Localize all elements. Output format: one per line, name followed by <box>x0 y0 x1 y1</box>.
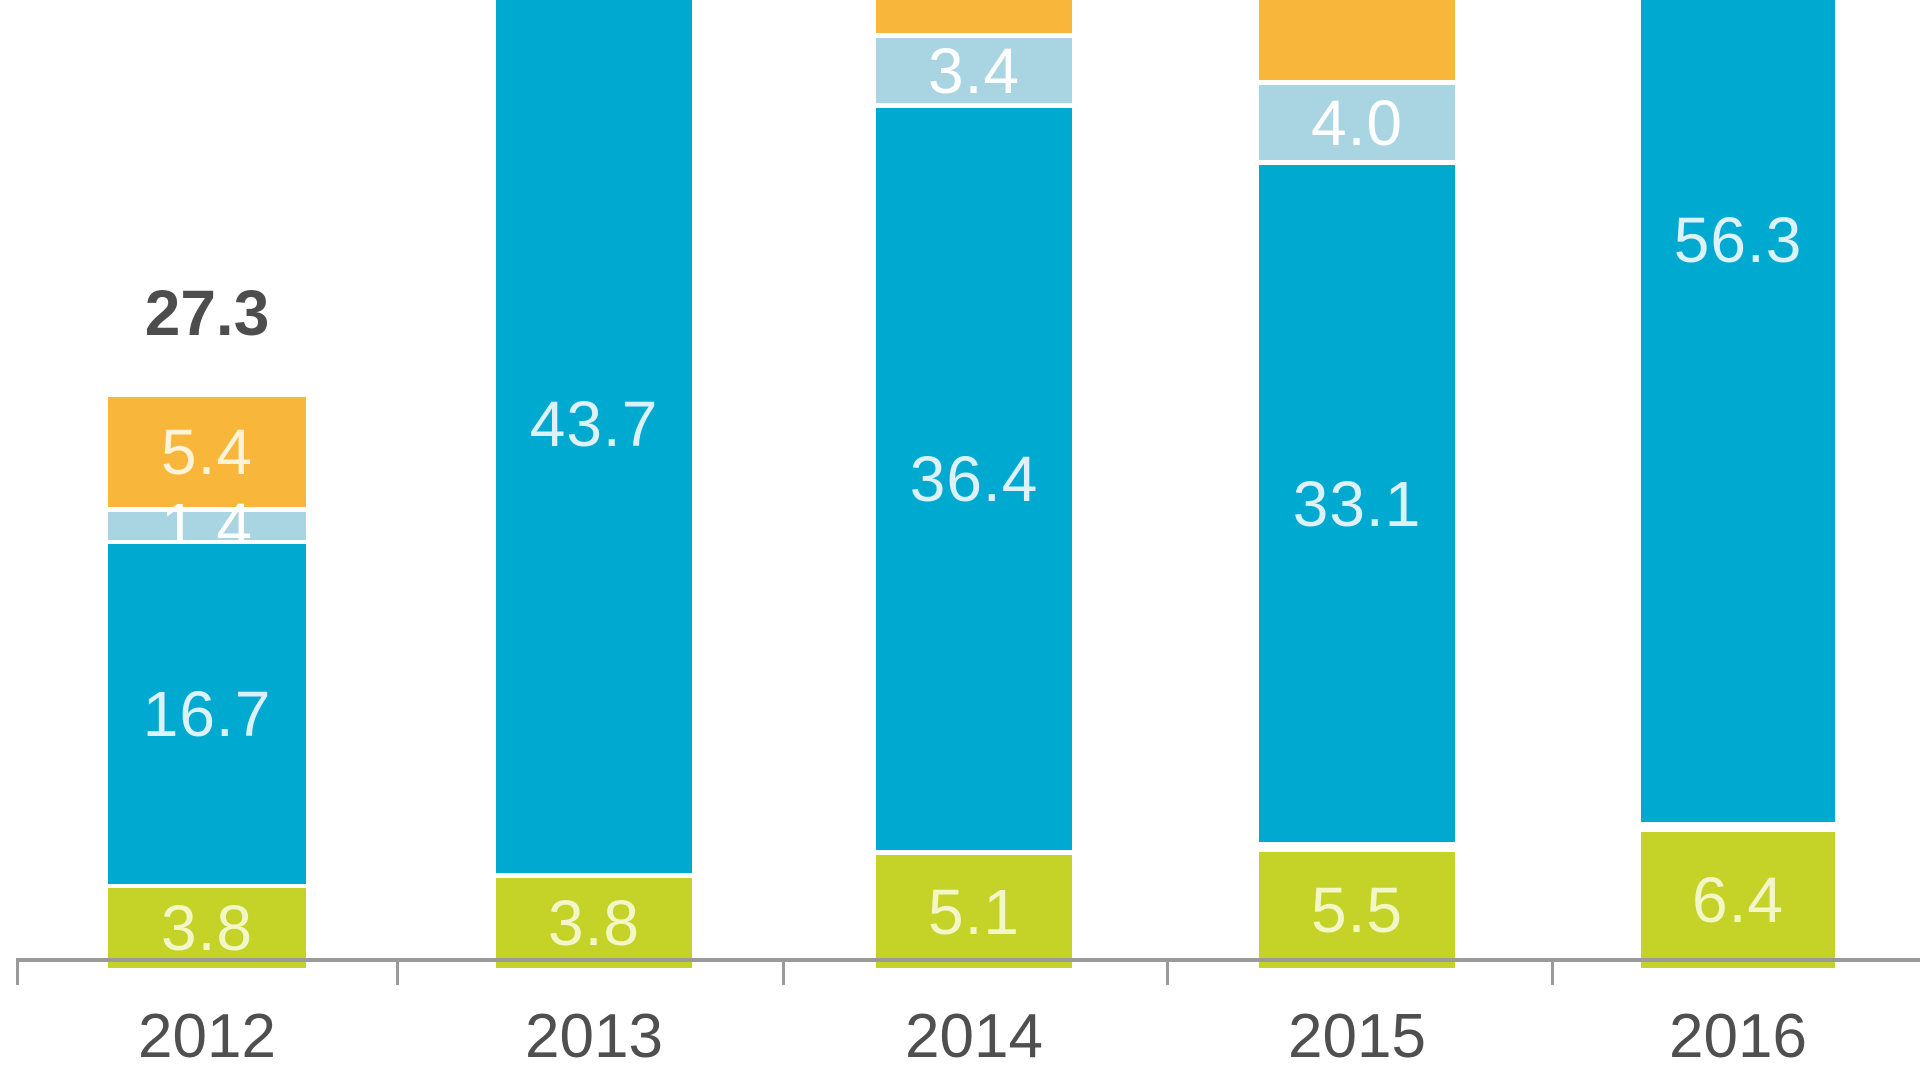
x-axis-tick-4 <box>1551 958 1554 985</box>
segment-green-bottom-2014: 5.1 <box>876 855 1072 968</box>
segment-value-label: 36.4 <box>909 443 1039 515</box>
segment-green-bottom-2015: 5.5 <box>1259 852 1455 968</box>
segment-green-bottom-2013: 3.8 <box>496 878 692 968</box>
x-axis-label-2012: 2012 <box>138 1002 276 1071</box>
segment-orange-top-2014 <box>876 0 1072 33</box>
segment-orange-top-2015 <box>1259 0 1455 80</box>
bar-total-label: 27.3 <box>144 277 270 349</box>
segment-value-label: 4.0 <box>1311 86 1403 159</box>
x-axis-tick-0 <box>16 958 19 985</box>
x-axis-label-2016: 2016 <box>1669 1002 1807 1071</box>
segment-light-blue-2014: 3.4 <box>876 38 1072 103</box>
segment-green-bottom-2016: 6.4 <box>1641 832 1835 968</box>
segment-blue-main-2013: 43.7 <box>496 0 692 873</box>
segment-blue-main-2015: 33.1 <box>1259 165 1455 842</box>
segment-blue-main-2012: 16.7 <box>108 544 306 884</box>
segment-value-label: 56.3 <box>1673 203 1803 276</box>
segment-value-label: 16.7 <box>142 678 272 750</box>
segment-value-label: 3.8 <box>161 892 253 964</box>
x-axis-tick-1 <box>396 958 399 985</box>
segment-orange-top-2012: 5.4 <box>108 397 306 507</box>
x-axis-label-2014: 2014 <box>905 1002 1043 1071</box>
x-axis-line <box>16 958 1920 962</box>
segment-value-label: 6.4 <box>1692 864 1784 936</box>
segment-value-label: 3.8 <box>548 887 640 959</box>
x-axis-tick-3 <box>1166 958 1169 985</box>
x-axis-label-2013: 2013 <box>525 1002 663 1071</box>
segment-blue-main-2014: 36.4 <box>876 108 1072 850</box>
x-axis-label-2015: 2015 <box>1288 1002 1426 1071</box>
segment-value-label: 5.5 <box>1311 874 1403 946</box>
segment-value-label: 3.4 <box>928 34 1020 107</box>
segment-value-label: 5.4 <box>161 416 253 488</box>
segment-value-label: 5.1 <box>928 875 1020 948</box>
segment-green-bottom-2012: 3.8 <box>108 888 306 968</box>
segment-value-label: 33.1 <box>1292 467 1422 540</box>
segment-value-label: 43.7 <box>529 388 659 460</box>
segment-light-blue-2012: 1.4 <box>108 494 306 558</box>
segment-light-blue-2015: 4.0 <box>1259 85 1455 160</box>
x-axis-tick-2 <box>782 958 785 985</box>
segment-blue-main-2016: 56.3 <box>1641 0 1835 822</box>
